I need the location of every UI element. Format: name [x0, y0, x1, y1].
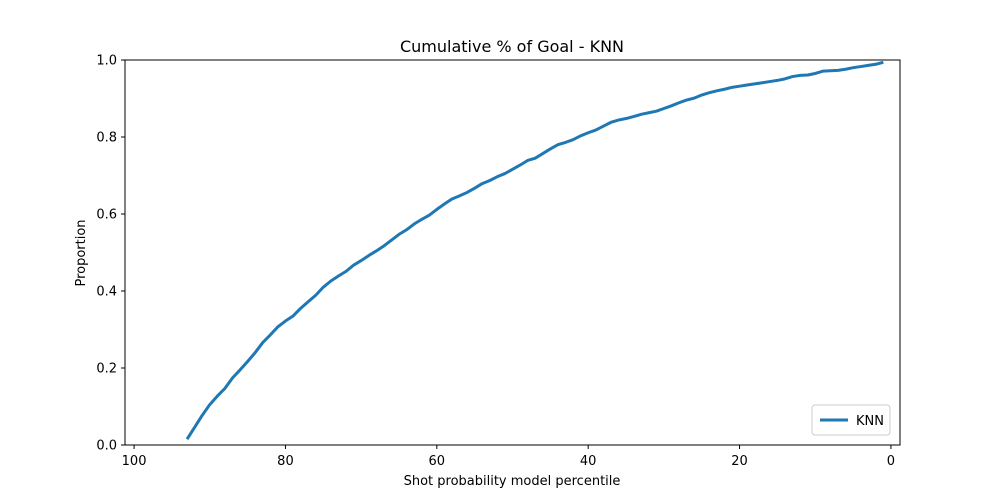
x-tick-label: 100 — [122, 454, 147, 469]
legend-label: KNN — [856, 414, 884, 429]
y-tick-label: 1.0 — [96, 54, 117, 69]
y-axis-ticks: 0.0 0.2 0.4 0.6 0.8 1.0 — [96, 54, 125, 454]
series-layer — [185, 60, 884, 441]
x-axis-ticks: 100 80 60 40 20 0 — [122, 445, 895, 469]
x-tick-label: 40 — [580, 454, 597, 469]
legend: KNN — [811, 404, 891, 436]
x-tick-label: 20 — [731, 454, 748, 469]
x-tick-label: 0 — [887, 454, 895, 469]
legend-box — [811, 404, 891, 436]
plot-frame — [124, 59, 901, 446]
x-axis-label: Shot probability model percentile — [404, 474, 621, 489]
series-line-knn — [185, 60, 884, 441]
y-tick-label: 0.2 — [96, 362, 117, 377]
y-tick-label: 0.6 — [96, 208, 117, 223]
chart-title: Cumulative % of Goal - KNN — [400, 37, 624, 56]
y-tick-label: 0.0 — [96, 439, 117, 454]
x-tick-label: 60 — [429, 454, 446, 469]
x-tick-label: 80 — [277, 454, 294, 469]
y-tick-label: 0.4 — [96, 285, 117, 300]
y-tick-label: 0.8 — [96, 131, 117, 146]
y-axis-label: Proportion — [74, 219, 89, 286]
